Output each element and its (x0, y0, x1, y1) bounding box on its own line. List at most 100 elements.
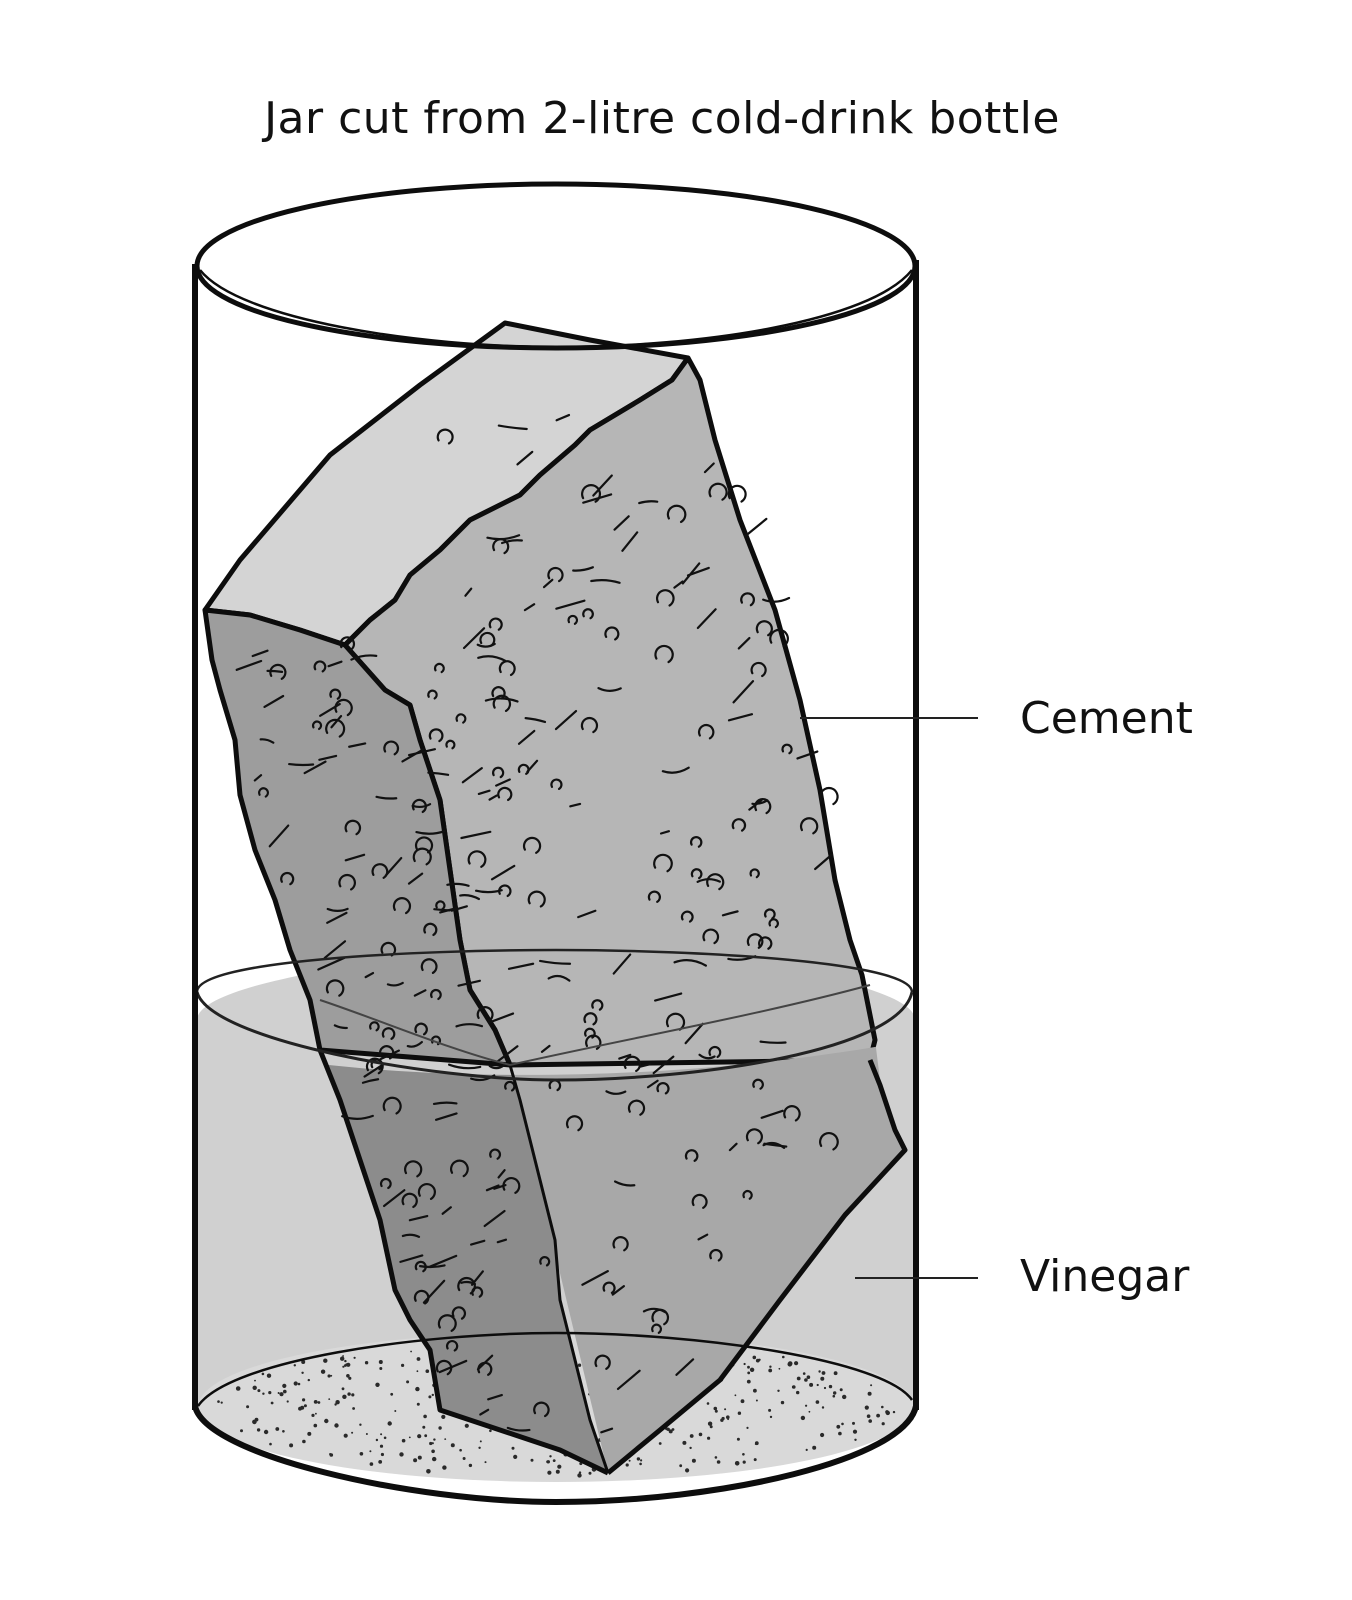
sediment-dot (323, 1358, 328, 1363)
texture-mark (406, 1040, 423, 1048)
sediment-dot (330, 1374, 333, 1377)
texture-mark (401, 1192, 418, 1209)
sediment-dot (769, 1365, 772, 1368)
texture-mark (257, 787, 269, 798)
sediment-dot (433, 1438, 436, 1441)
sediment-dot (297, 1382, 301, 1386)
texture-mark (485, 1184, 500, 1192)
texture-mark (496, 1045, 519, 1063)
texture-mark (338, 873, 356, 891)
texture-mark (781, 743, 793, 755)
texture-mark (459, 894, 481, 901)
sediment-dot (327, 1374, 331, 1378)
texture-mark (496, 1238, 508, 1244)
texture-mark (554, 709, 578, 731)
sediment-dot (320, 1369, 326, 1374)
sediment-dot (787, 1362, 793, 1367)
texture-mark (689, 836, 703, 848)
texture-mark (436, 428, 454, 445)
sediment-dot (721, 1416, 725, 1421)
sediment-dot (379, 1367, 383, 1370)
texture-mark (280, 871, 295, 886)
texture-mark (652, 1055, 675, 1075)
texture-mark (524, 717, 547, 724)
sediment-dot (671, 1428, 675, 1431)
sediment-dot (459, 1448, 462, 1452)
sediment-dot (423, 1414, 427, 1419)
texture-mark (819, 1132, 839, 1151)
sediment-dot (746, 1379, 751, 1384)
texture-mark (654, 644, 674, 664)
sediment-dot (256, 1428, 261, 1432)
texture-mark (542, 578, 554, 589)
texture-mark (555, 599, 586, 610)
texture-mark (488, 794, 498, 801)
sediment-dot (839, 1388, 843, 1392)
texture-mark (263, 694, 285, 709)
texture-mark (361, 1078, 380, 1084)
texture-mark (462, 627, 486, 650)
sediment-dot (658, 1442, 662, 1445)
texture-mark (493, 1184, 507, 1190)
sediment-dot (747, 1365, 750, 1369)
sediment-dot (737, 1411, 742, 1415)
texture-mark (333, 1024, 348, 1030)
sediment-dot (375, 1382, 380, 1388)
texture-mark (642, 1307, 667, 1314)
sediment-dot (743, 1362, 746, 1366)
texture-mark (313, 660, 327, 673)
sediment-dot (365, 1433, 368, 1435)
texture-mark (681, 562, 701, 585)
texture-mark (411, 803, 432, 809)
texture-mark (673, 959, 708, 967)
sediment-dot (736, 1437, 740, 1441)
sediment-dot (340, 1356, 345, 1361)
texture-mark (758, 936, 773, 950)
sediment-dot (252, 1419, 257, 1425)
texture-mark (582, 493, 613, 504)
texture-mark (639, 1063, 652, 1068)
texture-mark (580, 716, 599, 734)
sediment-dot (301, 1371, 304, 1375)
texture-mark (288, 762, 315, 767)
sediment-dot (740, 1399, 745, 1404)
texture-mark (414, 1260, 427, 1273)
texture-mark (696, 608, 717, 630)
sediment-dot (380, 1452, 384, 1457)
sediment-dot (410, 1350, 412, 1353)
sediment-dot (401, 1363, 405, 1367)
sediment-dot (555, 1469, 560, 1474)
texture-mark (517, 729, 536, 745)
texture-mark (656, 1082, 670, 1095)
texture-mark (627, 1099, 646, 1116)
sediment-dot (749, 1367, 755, 1373)
sediment-dot (868, 1419, 872, 1423)
sediment-dot (293, 1381, 298, 1386)
texture-mark (594, 1354, 611, 1370)
texture-mark (488, 1064, 505, 1070)
texture-mark (740, 592, 755, 607)
texture-mark (706, 873, 725, 891)
texture-mark (467, 850, 487, 868)
sediment-dot (329, 1453, 334, 1457)
sediment-dot (426, 1469, 431, 1474)
sediment-dot (220, 1401, 223, 1404)
sediment-dot (416, 1370, 419, 1373)
sediment-dot (345, 1363, 348, 1365)
texture-mark (483, 1209, 506, 1228)
sediment-dot (755, 1399, 758, 1402)
texture-mark (661, 766, 690, 774)
texture-mark (432, 1101, 458, 1105)
sediment-dot (342, 1355, 344, 1357)
texture-mark (303, 760, 327, 775)
sediment-dot (289, 1443, 294, 1448)
texture-mark (488, 1012, 515, 1024)
sediment-dot (347, 1392, 351, 1396)
texture-mark (379, 1045, 395, 1060)
sediment-dot (821, 1371, 826, 1375)
sediment-dot (547, 1470, 552, 1475)
texture-mark (684, 1149, 699, 1162)
sediment-dot (870, 1384, 873, 1387)
texture-mark (350, 654, 378, 661)
cement-submerged-tint (320, 1030, 905, 1473)
